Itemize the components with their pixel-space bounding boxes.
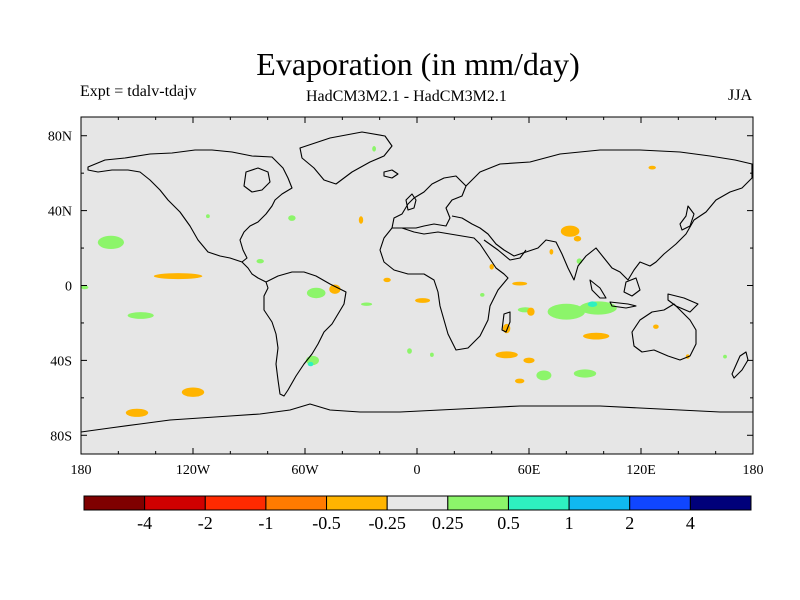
anomaly-patch-26 (587, 301, 598, 308)
coastline-africa (379, 227, 509, 351)
anomaly-patch-41 (81, 285, 89, 290)
coastline-sumatra (589, 279, 607, 299)
anomaly-patch-23 (573, 369, 597, 378)
anomaly-patch-4 (181, 387, 205, 397)
colorbar-swatch-10 (629, 495, 691, 511)
coastline-europe (391, 175, 467, 229)
y-tick-label: 80N (48, 130, 72, 145)
anomaly-patch-16 (512, 281, 528, 286)
colorbar-swatch-11 (689, 495, 752, 511)
coastline-australia (631, 303, 697, 361)
anomaly-patch-19 (495, 351, 518, 359)
colorbar-swatch-3 (204, 495, 267, 511)
coastline-japan (679, 205, 695, 231)
anomaly-patch-39 (723, 354, 727, 359)
anomaly-patch-27 (583, 332, 610, 340)
anomaly-patch-11 (415, 298, 431, 303)
colorbar-label: -2 (198, 513, 213, 533)
coastline-great-britain (405, 193, 417, 211)
coastline-central-america (241, 261, 267, 283)
y-tick-label: 40N (48, 205, 72, 220)
anomaly-patch-32 (549, 249, 554, 255)
anomaly-patch-14 (383, 277, 391, 283)
coastline-antarctica (81, 403, 753, 433)
y-tick-label: 40S (50, 354, 72, 369)
anomaly-patch-33 (480, 293, 485, 297)
coastline-iceland (383, 169, 399, 179)
anomaly-patch-10 (361, 302, 373, 306)
x-tick-label: 0 (414, 463, 421, 478)
anomaly-patch-42 (206, 214, 210, 219)
colorbar-label: -0.25 (368, 513, 406, 533)
anomaly-patch-28 (560, 225, 580, 237)
x-tick-label: 60W (291, 463, 319, 478)
anomaly-patch-6 (306, 287, 326, 299)
coastline-layer (81, 131, 753, 433)
coastline-greenland (299, 131, 393, 185)
anomaly-patch-31 (489, 264, 494, 270)
y-tick-label: 0 (65, 280, 72, 295)
coastline-new-zealand (731, 351, 749, 379)
coastline-madagascar (501, 311, 511, 333)
colorbar-label: 4 (686, 513, 695, 533)
colorbar-label: 1 (565, 513, 574, 533)
anomaly-patch-9 (307, 361, 314, 367)
coastline-north-america (87, 149, 293, 263)
colorbar-swatch-4 (265, 495, 328, 511)
experiment-label: Expt = tdalv-tdajv (80, 83, 197, 100)
anomaly-patch-12 (407, 348, 412, 354)
anomaly-patch-34 (358, 216, 364, 224)
x-tick-label: 120E (626, 463, 656, 478)
coastline-south-america (263, 271, 347, 397)
anomaly-patch-40 (648, 165, 656, 170)
x-tick-label: 180 (743, 463, 764, 478)
x-tick-label: 180 (71, 463, 92, 478)
coastline-asia (451, 149, 753, 281)
anomaly-patch-3 (153, 273, 203, 280)
anomaly-patch-13 (430, 352, 434, 357)
axis-layer: 180 120W 60W 0 60E 120E 180 80N 40N 0 40S 80S (48, 117, 764, 478)
map-background (81, 117, 753, 454)
anomaly-patch-1 (97, 235, 124, 249)
colorbar-label: -0.5 (312, 513, 341, 533)
anomaly-patch-2 (127, 312, 154, 319)
colorbar-swatch-5 (326, 495, 388, 511)
anomaly-patch-29 (573, 235, 582, 242)
coastline-new-guinea (667, 293, 699, 313)
anomaly-patch-37 (653, 324, 659, 329)
colorbar-label: 0.5 (497, 513, 520, 533)
coastline-arabia (483, 239, 527, 261)
anomaly-patch-20 (523, 357, 535, 364)
colorbar-swatch-9 (568, 495, 631, 511)
chart-title: Evaporation (in mm/day) (256, 46, 580, 82)
colorbar-label: -4 (137, 513, 152, 533)
anomaly-patch-22 (515, 378, 525, 384)
y-tick-label: 80S (50, 429, 72, 444)
coastline-java (609, 301, 637, 309)
season-label: JJA (728, 87, 753, 104)
anomaly-patch-35 (288, 215, 296, 221)
anomaly-patch-5 (125, 408, 149, 417)
anomaly-patch-36 (256, 259, 264, 264)
models-label: HadCM3M2.1 - HadCM3M2.1 (306, 88, 507, 105)
anomaly-patch-43 (372, 146, 376, 152)
x-tick-label: 120W (176, 463, 211, 478)
colorbar-swatch-8 (507, 495, 570, 511)
colorbar: -4 -2 -1 -0.5 -0.25 0.25 0.5 1 2 4 (83, 495, 752, 533)
coastline-hudson-bay (243, 167, 271, 193)
colorbar-swatch-1 (83, 495, 146, 511)
anomaly-patch-24 (547, 303, 585, 320)
colorbar-label: 2 (625, 513, 634, 533)
colorbar-swatch-2 (144, 495, 206, 511)
colorbar-swatch-6 (386, 495, 449, 511)
colorbar-label: 0.25 (432, 513, 464, 533)
colorbar-label: -1 (258, 513, 273, 533)
anomaly-patch-7 (329, 284, 341, 294)
anomaly-patch-18 (527, 307, 535, 316)
x-tick-label: 60E (518, 463, 541, 478)
coastline-borneo (623, 277, 641, 297)
colorbar-swatch-7 (447, 495, 509, 511)
anomaly-patch-21 (536, 370, 552, 381)
